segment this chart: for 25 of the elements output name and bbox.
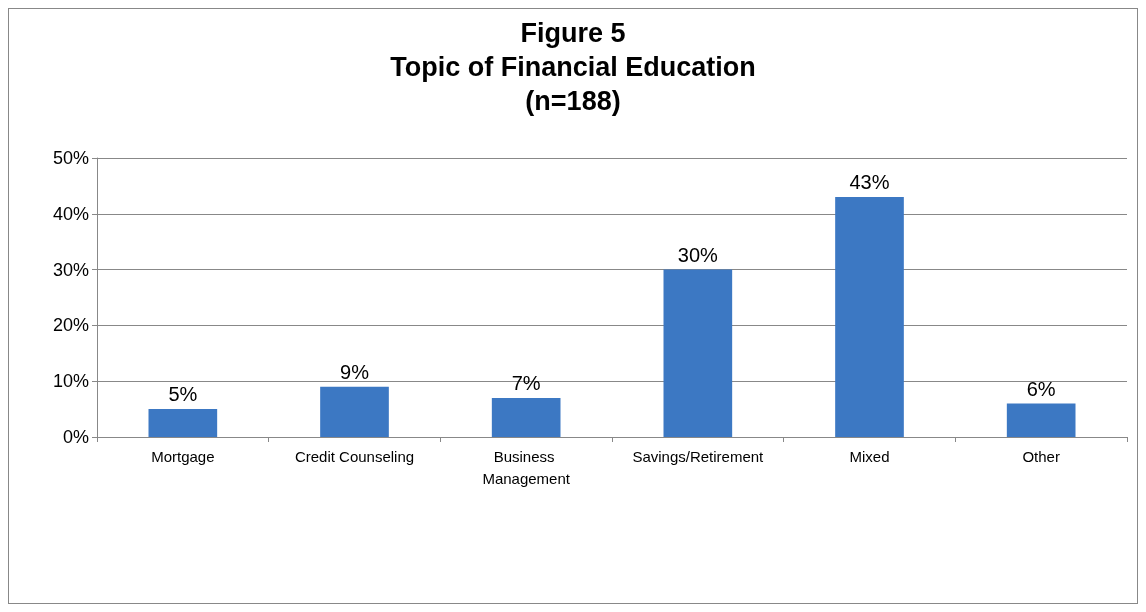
- y-tick-label: 20%: [52, 315, 89, 336]
- x-tick-label: Business Management: [482, 447, 571, 487]
- x-tick-label: Mortgage: [151, 447, 215, 465]
- bar: [835, 197, 904, 437]
- y-tick-label: 40%: [52, 203, 89, 224]
- y-tick-label: 50%: [52, 148, 89, 168]
- bar: [320, 386, 389, 437]
- data-label: 30%: [677, 243, 719, 266]
- data-label: 6%: [1026, 377, 1056, 400]
- data-label: 9%: [340, 360, 370, 383]
- bar: [491, 397, 561, 437]
- y-tick-label: 30%: [52, 259, 89, 280]
- bar: [663, 269, 733, 437]
- data-label: 5%: [168, 383, 198, 406]
- bar: [148, 409, 218, 437]
- y-tick-label: 10%: [52, 371, 89, 392]
- chart-title: Figure 5 Topic of Financial Education (n=188): [390, 18, 756, 116]
- x-tick-label: Other: [1022, 447, 1060, 465]
- x-tick-label: Mixed: [849, 447, 890, 465]
- data-label: 7%: [511, 371, 541, 394]
- x-tick-label: Savings/Retirement: [632, 447, 765, 465]
- data-label: 43%: [849, 171, 890, 194]
- bar: [1006, 403, 1076, 437]
- y-tick-label: 0%: [62, 427, 89, 447]
- x-tick-label: Credit Counseling: [294, 447, 415, 465]
